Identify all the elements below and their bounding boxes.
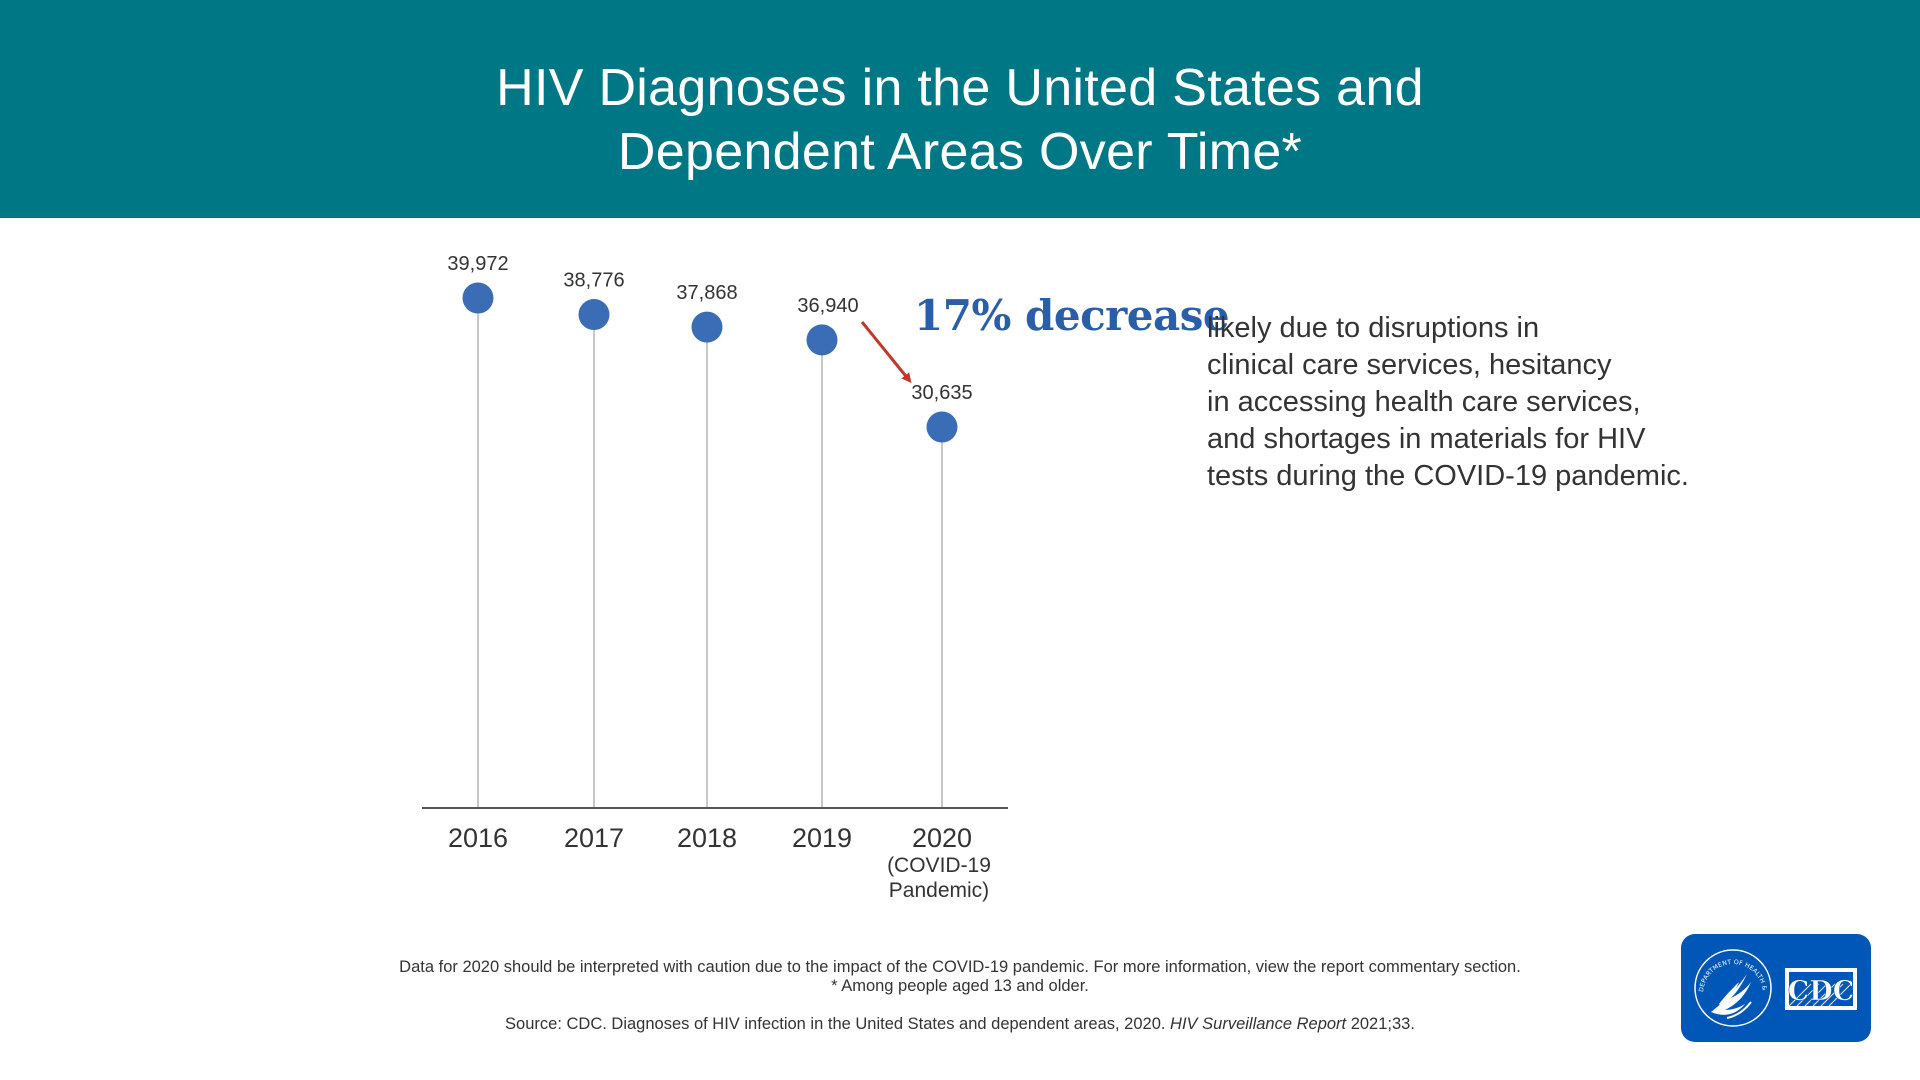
markers-group bbox=[462, 282, 958, 443]
cdc-logo: CDC bbox=[1785, 968, 1857, 1010]
value-label-2018: 37,868 bbox=[676, 282, 737, 304]
page-title: HIV Diagnoses in the United States and D… bbox=[0, 56, 1920, 184]
explanation-line-5: tests during the COVID-19 pandemic. bbox=[1207, 460, 1689, 492]
age-note: * Among people aged 13 and older. bbox=[831, 977, 1089, 995]
tick-label-2017: 2017 bbox=[564, 823, 624, 853]
caution-note: Data for 2020 should be interpreted with… bbox=[399, 958, 1521, 976]
tick-label-2018: 2018 bbox=[677, 823, 737, 853]
page-title-line-1: HIV Diagnoses in the United States and bbox=[496, 59, 1424, 117]
explanation-line-3: in accessing health care services, bbox=[1207, 386, 1641, 418]
source-suffix: 2021;33. bbox=[1346, 1015, 1415, 1033]
value-label-2020: 30,635 bbox=[911, 382, 972, 404]
tick-sublabel-2020-2: Pandemic) bbox=[889, 879, 989, 902]
page-title-line-2: Dependent Areas Over Time* bbox=[617, 123, 1303, 181]
source-report-title: HIV Surveillance Report bbox=[1170, 1015, 1347, 1033]
percent-decrease-label: 17% decrease bbox=[914, 291, 1230, 340]
marker-2017 bbox=[578, 299, 610, 331]
stems-group bbox=[477, 298, 943, 808]
footnotes: Data for 2020 should be interpreted with… bbox=[0, 958, 1920, 996]
value-label-2016: 39,972 bbox=[447, 253, 508, 275]
marker-2020 bbox=[926, 411, 958, 443]
source-citation: Source: CDC. Diagnoses of HIV infection … bbox=[0, 1014, 1920, 1034]
svg-text:DEPARTMENT OF HEALTH & HUMAN S: DEPARTMENT OF HEALTH & HUMAN SERVICES US… bbox=[1681, 934, 1768, 993]
value-labels-group: 39,972 38,776 37,868 36,940 30,635 bbox=[447, 253, 972, 404]
cdc-logo-text: CDC bbox=[1788, 976, 1854, 1007]
logo-graphic: DEPARTMENT OF HEALTH & HUMAN SERVICES US… bbox=[1678, 929, 1857, 1027]
tick-label-2019: 2019 bbox=[792, 823, 852, 853]
source-prefix: Source: CDC. Diagnoses of HIV infection … bbox=[505, 1015, 1171, 1033]
explanation-line-1: likely due to disruptions in bbox=[1207, 312, 1540, 344]
value-label-2017: 38,776 bbox=[563, 270, 624, 292]
tick-label-2016: 2016 bbox=[448, 823, 508, 853]
tick-label-2020: 2020 bbox=[912, 823, 972, 853]
hhs-seal-text: DEPARTMENT OF HEALTH & HUMAN SERVICES US… bbox=[1678, 929, 1768, 993]
marker-2016 bbox=[462, 282, 494, 314]
header-band: HIV Diagnoses in the United States and D… bbox=[0, 0, 1920, 218]
decrease-explanation: likely due to disruptions in clinical ca… bbox=[1207, 310, 1767, 495]
explanation-line-4: and shortages in materials for HIV bbox=[1207, 423, 1646, 455]
marker-2018 bbox=[691, 311, 723, 343]
explanation-line-2: clinical care services, hesitancy bbox=[1207, 349, 1612, 381]
tick-sublabel-2020-1: (COVID-19 bbox=[887, 854, 991, 877]
decrease-arrow bbox=[860, 321, 912, 384]
hhs-seal-logo: DEPARTMENT OF HEALTH & HUMAN SERVICES US… bbox=[1678, 929, 1772, 1027]
marker-2019 bbox=[806, 324, 838, 356]
value-label-2019: 36,940 bbox=[797, 295, 858, 317]
logo-badge: DEPARTMENT OF HEALTH & HUMAN SERVICES US… bbox=[1678, 929, 1871, 1042]
